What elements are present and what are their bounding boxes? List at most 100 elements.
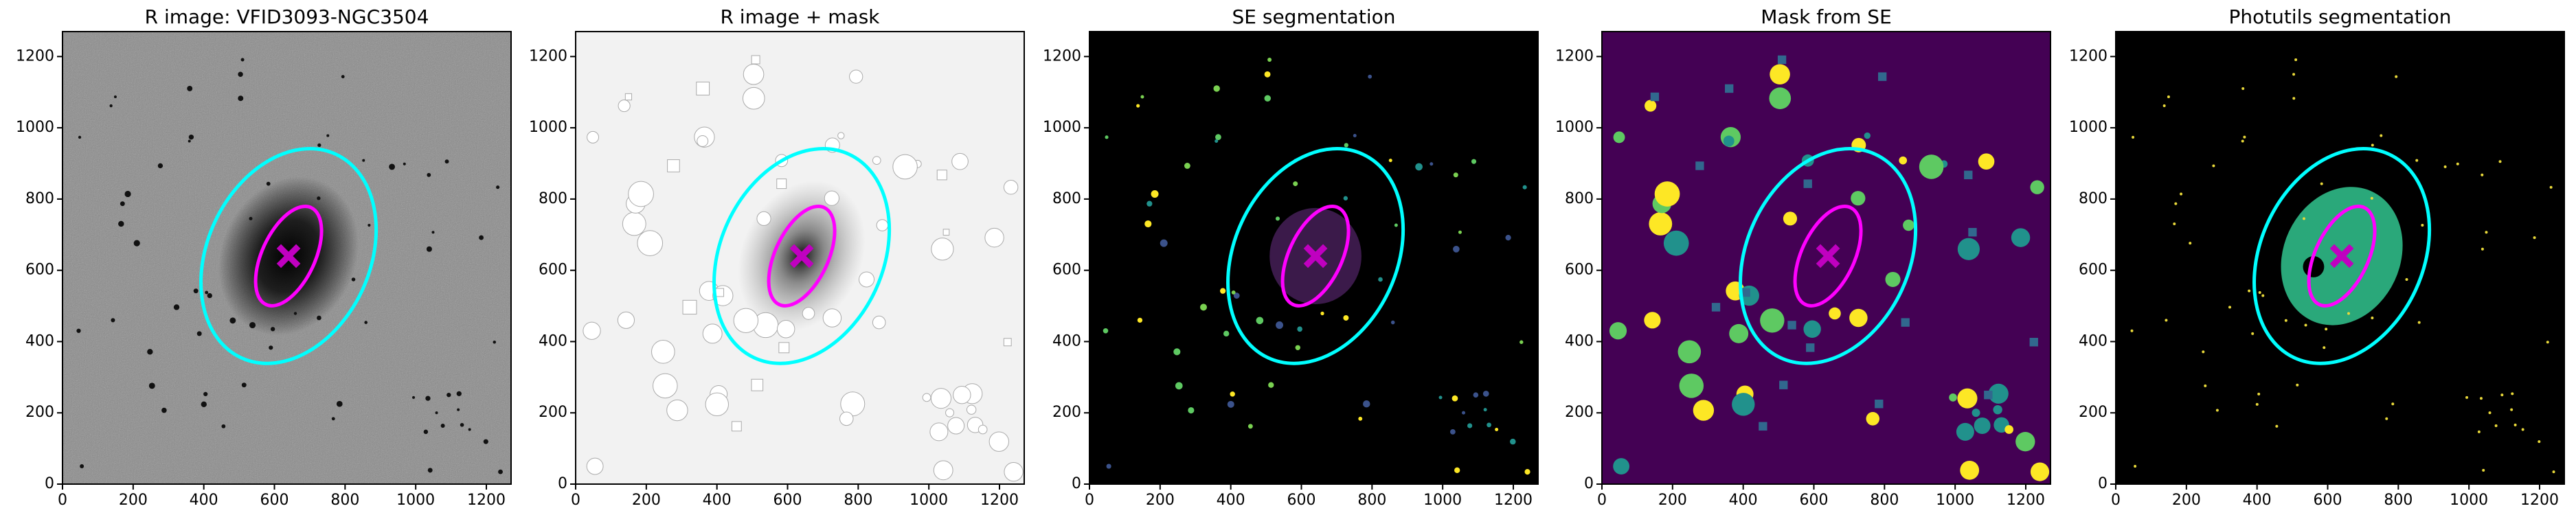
mask-source [1864, 132, 1871, 139]
y-tick-label: 200 [1052, 404, 1081, 421]
segment [1467, 423, 1473, 428]
masked-source [837, 132, 845, 139]
source [109, 104, 113, 108]
segment [1438, 396, 1443, 400]
segment [1173, 348, 1181, 356]
y-tick-label: 400 [1052, 332, 1081, 350]
y-tick-label: 200 [2079, 404, 2108, 421]
segment [2443, 165, 2447, 168]
segment [2395, 75, 2398, 78]
mask-source [1770, 64, 1790, 85]
segment [1105, 135, 1109, 139]
segment [2415, 159, 2419, 162]
masked-source [930, 388, 952, 409]
source [431, 231, 435, 234]
image [2116, 32, 2564, 484]
segment [2162, 104, 2166, 108]
mask-source [1984, 390, 1993, 400]
source [426, 246, 432, 252]
y-tick-label: 1200 [1043, 47, 1081, 65]
y-tick-label: 1000 [529, 119, 567, 136]
panel-title: Mask from SE [1761, 5, 1892, 28]
x-tick-label: 400 [1217, 492, 1245, 509]
masked-source [715, 288, 725, 297]
mask-source [1899, 156, 1908, 165]
segment [1297, 326, 1302, 332]
source [76, 328, 81, 333]
mask-source [1644, 312, 1661, 329]
aperture-ellipse [712, 147, 892, 365]
segment [1293, 181, 1298, 187]
source [188, 135, 194, 140]
mask-source [1851, 191, 1866, 206]
source [193, 288, 199, 294]
segment [2165, 319, 2168, 322]
aperture-ellipse [767, 205, 837, 308]
x-tick-label: 1000 [1423, 492, 1462, 509]
source [412, 396, 416, 399]
x-tick-label: 800 [1870, 492, 1899, 509]
segment [2251, 332, 2255, 335]
x-tick-label: 600 [1287, 492, 1316, 509]
source [148, 382, 155, 389]
segment [1276, 321, 1284, 329]
segment [2481, 247, 2484, 251]
segment [1524, 469, 1530, 475]
aperture-ellipse [253, 205, 324, 308]
aperture-ellipse [2252, 147, 2432, 365]
aperture-ellipse [199, 147, 379, 365]
segment [2417, 321, 2421, 324]
y-tick-label: 400 [25, 332, 54, 350]
image [1089, 32, 1538, 484]
source [80, 464, 84, 469]
y-tick-label: 1000 [16, 119, 54, 136]
segment [1449, 428, 1456, 435]
mask-source [1741, 288, 1750, 297]
segment [2320, 182, 2323, 185]
masked-source [583, 321, 601, 340]
source [447, 392, 451, 398]
segment [1215, 134, 1221, 141]
source [444, 159, 449, 164]
masked-source [587, 130, 600, 144]
masked-source [945, 408, 955, 417]
x-tick-label: 800 [330, 492, 359, 509]
source [133, 240, 140, 247]
y-tick-label: 0 [45, 475, 54, 492]
segment [2421, 224, 2424, 227]
segment [2546, 341, 2549, 344]
source [368, 223, 371, 227]
segment [1175, 382, 1183, 390]
masked-source [653, 373, 678, 399]
panel: Photutils segmentation 0 200 400 600 800 1000 1… [2069, 5, 2565, 509]
axes-frame [575, 31, 1025, 485]
mask-source [1956, 422, 1974, 441]
segment [1368, 74, 1372, 79]
segment [1230, 391, 1235, 397]
source [241, 382, 247, 388]
segment [1343, 196, 1348, 201]
segment [1140, 95, 1144, 99]
mask-source [2004, 425, 2013, 434]
source [201, 401, 207, 408]
source [78, 135, 82, 139]
y-tick-label: 1000 [1555, 119, 1594, 136]
mask-source [1993, 404, 2002, 415]
segment [1103, 328, 1109, 334]
segment [1106, 464, 1111, 469]
segment [1519, 340, 1524, 344]
y-tick-label: 800 [539, 190, 567, 207]
x-tick-label: 1000 [2450, 492, 2488, 509]
masked-source [951, 152, 969, 170]
x-tick-label: 400 [703, 492, 732, 509]
x-tick-label: 0 [571, 492, 580, 509]
source [293, 312, 297, 315]
segment [2488, 411, 2492, 415]
segment [2494, 424, 2498, 427]
mask-source [1960, 460, 1980, 480]
source [479, 235, 484, 240]
y-tick-label: 1200 [2069, 47, 2108, 65]
aperture-ellipse [1226, 147, 1405, 365]
segment [2538, 440, 2541, 444]
